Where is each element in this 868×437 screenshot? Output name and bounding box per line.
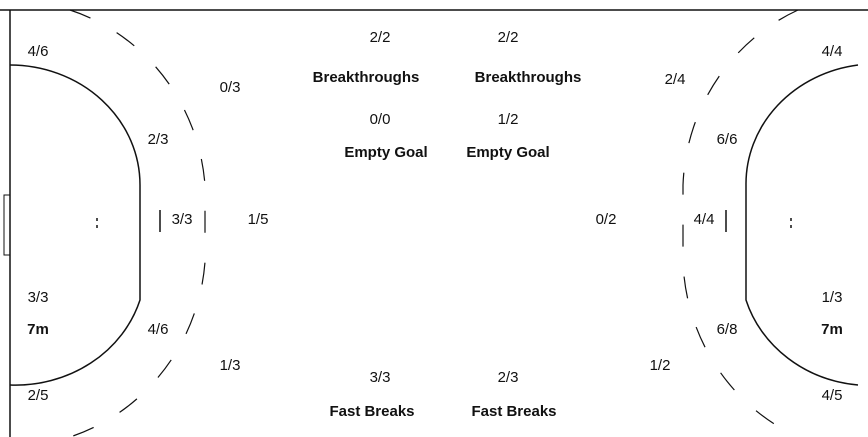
zone-stat: 1/2 bbox=[650, 357, 671, 374]
left-court-lines bbox=[0, 9, 440, 437]
zone-stat: 4/6 bbox=[148, 321, 169, 338]
zone-stat: 6/8 bbox=[717, 321, 738, 338]
seven-m-label: 7m bbox=[821, 321, 843, 338]
fast-breaks-stat: 3/3 bbox=[370, 369, 391, 386]
empty-goal-label: Empty Goal bbox=[466, 144, 549, 161]
fast-breaks-stat: 2/3 bbox=[498, 369, 519, 386]
zone-stat: 1/3 bbox=[220, 357, 241, 374]
zone-stat: 4/5 bbox=[822, 387, 843, 404]
zone-stat: 6/6 bbox=[717, 131, 738, 148]
zone-stat: 3/3 bbox=[172, 211, 193, 228]
empty-goal-label: Empty Goal bbox=[344, 144, 427, 161]
zone-stat: 4/6 bbox=[28, 43, 49, 60]
seven-m-label: 7m bbox=[27, 321, 49, 338]
empty-goal-stat: 1/2 bbox=[498, 111, 519, 128]
fast-breaks-label: Fast Breaks bbox=[471, 403, 556, 420]
zone-stat: 1/5 bbox=[248, 211, 269, 228]
seven-m-stat: 1/3 bbox=[822, 289, 843, 306]
zone-stat: 2/4 bbox=[665, 71, 686, 88]
seven-m-stat: 3/3 bbox=[28, 289, 49, 306]
zone-stat: 2/3 bbox=[148, 131, 169, 148]
breakthroughs-stat: 2/2 bbox=[498, 29, 519, 46]
zone-stat: 4/4 bbox=[822, 43, 843, 60]
zone-stat: 2/5 bbox=[28, 387, 49, 404]
empty-goal-stat: 0/0 bbox=[370, 111, 391, 128]
zone-stat: 0/3 bbox=[220, 79, 241, 96]
fast-breaks-label: Fast Breaks bbox=[329, 403, 414, 420]
zone-stat: 0/2 bbox=[596, 211, 617, 228]
zone-stat: 4/4 bbox=[694, 211, 715, 228]
breakthroughs-stat: 2/2 bbox=[370, 29, 391, 46]
breakthroughs-label: Breakthroughs bbox=[475, 69, 582, 86]
breakthroughs-label: Breakthroughs bbox=[313, 69, 420, 86]
right-court-lines bbox=[440, 9, 868, 437]
